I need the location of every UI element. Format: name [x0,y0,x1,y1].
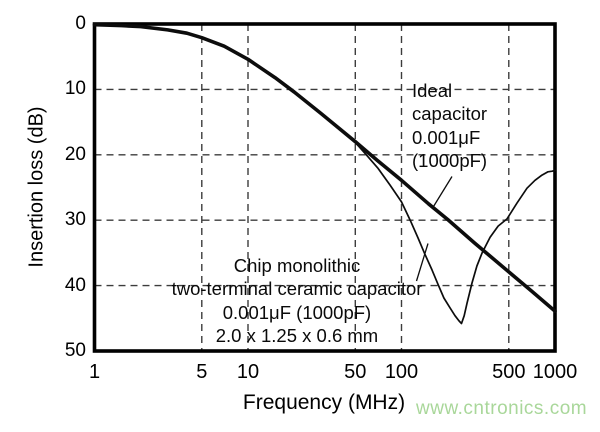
x-tick-label: 1 [88,361,101,383]
annotation-line: (1000pF) [412,149,488,171]
x-axis-title: Frequency (MHz) [242,391,406,414]
plot-border [92,22,557,353]
annotation-line: 2.0 x 1.25 x 0.6 mm [215,324,379,346]
ceramic-capacitor-leader-line [415,243,429,282]
annotation-line: 0.001μF [412,126,481,148]
x-tick-label: 100 [384,361,419,383]
y-tick-label: 10 [64,78,86,100]
x-tick-label: 10 [236,361,260,383]
ideal-capacitor-annotation: Ideal capacitor 0.001μF (1000pF) [412,79,487,172]
watermark: www.cntronics.com [416,398,588,419]
ideal-capacitor-leader-line [432,176,453,207]
y-tick-label: 30 [64,209,86,231]
x-tick-label: 500 [492,361,526,383]
annotation-line: two-terminal ceramic capacitor [171,278,423,300]
y-tick-label: 40 [64,274,86,296]
x-tick-label: 1000 [532,361,578,383]
y-tick-label: 50 [64,340,86,361]
y-tick-label: 20 [64,143,86,165]
ceramic-capacitor-annotation: Chip monolithic two-terminal ceramic cap… [172,254,423,347]
y-axis-title: Insertion loss (dB) [25,106,48,268]
ceramic-capacitor-curve [93,23,556,325]
x-tick-label: 5 [196,361,208,383]
x-tick-label: 50 [344,361,367,383]
annotation-line: capacitor [412,103,488,125]
y-tick-label: 0 [75,13,86,34]
annotation-line: 0.001μF (1000pF) [222,301,372,323]
annotation-line: Chip monolithic [233,255,361,276]
annotation-line: Ideal [412,80,453,101]
